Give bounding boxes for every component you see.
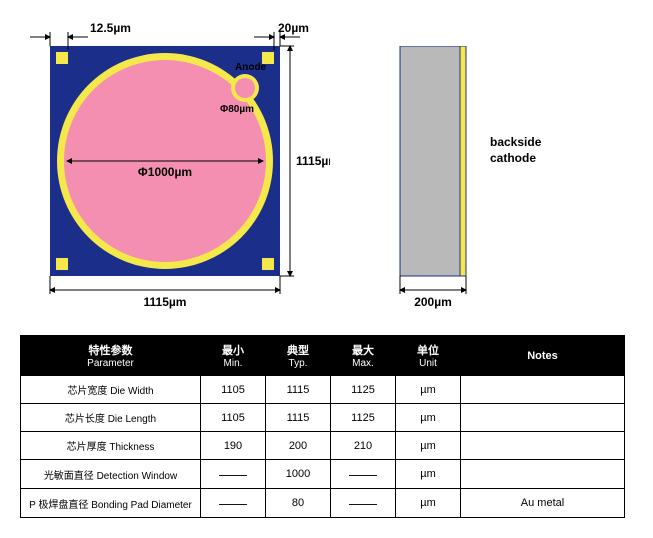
cell-typ: 1115 bbox=[266, 404, 331, 432]
side-backside bbox=[460, 46, 466, 276]
cell-max: —— bbox=[331, 460, 396, 489]
cell-min: 1105 bbox=[201, 404, 266, 432]
dim-top-left: 12.5µm bbox=[90, 21, 131, 35]
top-view-svg: Φ1000µm Anode Φ80µm 12.5µm 20µm 1115µm bbox=[20, 20, 330, 310]
cell-notes bbox=[461, 404, 625, 432]
anode-label: Anode bbox=[235, 62, 267, 73]
cell-notes bbox=[461, 460, 625, 489]
backside-label-1: backside bbox=[490, 135, 542, 149]
cell-unit: µm bbox=[396, 404, 461, 432]
col-notes: Notes bbox=[461, 336, 625, 376]
side-view-diagram: 200µm backside cathode bbox=[390, 20, 590, 315]
cell-unit: µm bbox=[396, 489, 461, 518]
anode-pad bbox=[235, 78, 255, 98]
cell-max: 1125 bbox=[331, 404, 396, 432]
cell-max: 1125 bbox=[331, 376, 396, 404]
corner-pad bbox=[56, 52, 68, 64]
anode-circle-label: Φ80µm bbox=[220, 104, 254, 115]
corner-pad bbox=[56, 258, 68, 270]
top-view-diagram: Φ1000µm Anode Φ80µm 12.5µm 20µm 1115µm bbox=[20, 20, 330, 315]
corner-pad bbox=[262, 258, 274, 270]
cell-typ: 1115 bbox=[266, 376, 331, 404]
cell-param: 光敏面直径 Detection Window bbox=[21, 460, 201, 489]
backside-label-2: cathode bbox=[490, 151, 536, 165]
col-max: 最大Max. bbox=[331, 336, 396, 376]
cell-typ: 80 bbox=[266, 489, 331, 518]
parameter-table: 特性参数Parameter 最小Min. 典型Typ. 最大Max. 单位Uni… bbox=[20, 335, 625, 518]
table-row: P 极焊盘直径 Bonding Pad Diameter——80——µmAu m… bbox=[21, 489, 625, 518]
main-circle-label: Φ1000µm bbox=[138, 165, 192, 179]
col-min: 最小Min. bbox=[201, 336, 266, 376]
table-header-row: 特性参数Parameter 最小Min. 典型Typ. 最大Max. 单位Uni… bbox=[21, 336, 625, 376]
cell-min: —— bbox=[201, 460, 266, 489]
cell-param: 芯片宽度 Die Width bbox=[21, 376, 201, 404]
dim-bottom-side: 200µm bbox=[414, 295, 452, 309]
table-row: 芯片长度 Die Length110511151125µm bbox=[21, 404, 625, 432]
side-body bbox=[400, 46, 460, 276]
cell-param: 芯片厚度 Thickness bbox=[21, 432, 201, 460]
cell-max: —— bbox=[331, 489, 396, 518]
table-row: 芯片厚度 Thickness190200210µm bbox=[21, 432, 625, 460]
cell-param: 芯片长度 Die Length bbox=[21, 404, 201, 432]
dim-bottom-top: 1115µm bbox=[144, 295, 187, 309]
cell-unit: µm bbox=[396, 376, 461, 404]
cell-min: —— bbox=[201, 489, 266, 518]
col-unit: 单位Unit bbox=[396, 336, 461, 376]
cell-typ: 200 bbox=[266, 432, 331, 460]
cell-notes bbox=[461, 432, 625, 460]
col-param: 特性参数Parameter bbox=[21, 336, 201, 376]
cell-notes bbox=[461, 376, 625, 404]
cell-min: 190 bbox=[201, 432, 266, 460]
table-row: 芯片宽度 Die Width110511151125µm bbox=[21, 376, 625, 404]
cell-unit: µm bbox=[396, 432, 461, 460]
cell-max: 210 bbox=[331, 432, 396, 460]
dim-right: 1115µm bbox=[296, 154, 330, 168]
side-view-svg: 200µm backside cathode bbox=[390, 46, 590, 310]
cell-notes: Au metal bbox=[461, 489, 625, 518]
cell-typ: 1000 bbox=[266, 460, 331, 489]
col-typ: 典型Typ. bbox=[266, 336, 331, 376]
cell-min: 1105 bbox=[201, 376, 266, 404]
cell-unit: µm bbox=[396, 460, 461, 489]
dim-top-right: 20µm bbox=[278, 21, 309, 35]
table-row: 光敏面直径 Detection Window——1000——µm bbox=[21, 460, 625, 489]
cell-param: P 极焊盘直径 Bonding Pad Diameter bbox=[21, 489, 201, 518]
